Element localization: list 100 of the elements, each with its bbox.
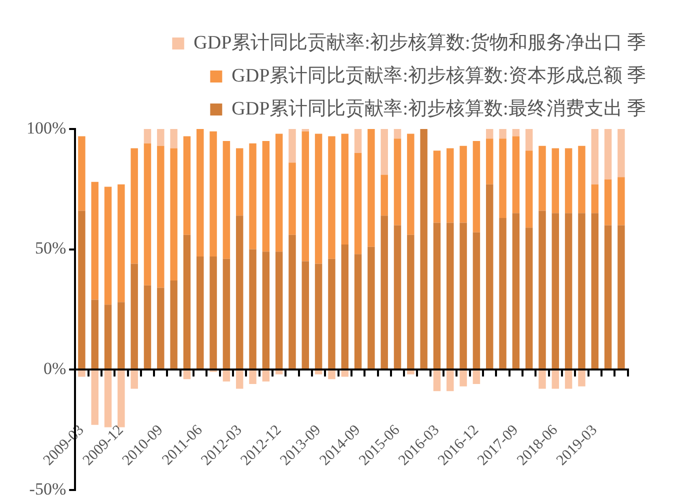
bar <box>486 138 494 184</box>
bar <box>170 129 178 148</box>
bar <box>236 216 244 369</box>
bar <box>604 180 612 226</box>
bar <box>394 225 402 369</box>
bar <box>196 256 204 369</box>
bar <box>591 213 598 369</box>
bar <box>262 370 270 382</box>
bar <box>486 184 494 369</box>
bar <box>130 264 138 369</box>
bar <box>157 129 164 146</box>
bar <box>196 129 204 256</box>
bar <box>341 134 348 244</box>
bar <box>130 148 138 264</box>
bar <box>314 134 322 264</box>
bar <box>446 148 454 223</box>
bar <box>499 218 506 369</box>
bar <box>407 134 414 235</box>
bar <box>552 148 560 214</box>
bar <box>249 143 256 250</box>
bar <box>460 146 467 223</box>
bar <box>262 252 270 369</box>
bar <box>144 285 152 369</box>
bar <box>368 129 375 247</box>
bar <box>275 370 283 374</box>
bar <box>499 138 506 218</box>
bar <box>499 129 506 139</box>
bar <box>604 225 612 369</box>
bar <box>354 129 362 154</box>
bar <box>236 148 244 216</box>
bar <box>91 370 98 425</box>
bar <box>604 129 612 180</box>
bar <box>341 370 348 377</box>
bar <box>104 304 112 369</box>
bar <box>222 370 230 382</box>
bar <box>314 370 322 374</box>
bar <box>341 244 348 369</box>
bar <box>512 129 520 136</box>
bar <box>275 252 283 369</box>
bar <box>433 150 441 223</box>
bar <box>460 222 467 369</box>
bar <box>302 131 310 262</box>
bar <box>512 136 520 214</box>
y-tick-label: -50% <box>29 479 66 498</box>
bar <box>380 216 388 369</box>
legend-label: GDP累计同比贡献率:初步核算数:货物和服务净出口 季 <box>194 31 646 54</box>
bar <box>368 246 375 369</box>
bar <box>618 177 625 226</box>
bar <box>78 136 86 211</box>
bar <box>420 129 428 369</box>
bar <box>210 256 217 369</box>
bar <box>552 370 560 389</box>
bar <box>104 186 112 305</box>
bar <box>78 210 86 369</box>
bar <box>130 370 138 389</box>
bar <box>328 370 336 380</box>
bar <box>446 222 454 369</box>
bar <box>222 258 230 369</box>
bar <box>222 141 230 259</box>
bar <box>302 261 310 369</box>
bar <box>157 146 164 288</box>
y-tick-label: 0% <box>43 359 66 378</box>
bar <box>591 184 598 214</box>
bar <box>394 138 402 226</box>
bar <box>578 370 586 386</box>
bar <box>486 129 494 139</box>
bar <box>578 146 586 214</box>
bar <box>407 370 414 374</box>
y-tick-label: 50% <box>34 238 66 258</box>
bar <box>288 162 296 235</box>
legend-label: GDP累计同比贡献率:初步核算数:资本形成总额 季 <box>232 64 646 86</box>
bar <box>538 210 546 369</box>
bar <box>91 300 98 369</box>
bar <box>262 141 270 252</box>
bar <box>275 134 283 252</box>
bar <box>157 288 164 369</box>
bar <box>538 146 546 211</box>
bar <box>578 213 586 369</box>
bar <box>210 131 217 256</box>
bar <box>249 370 256 384</box>
bar <box>183 370 191 380</box>
bar <box>236 370 244 389</box>
bar <box>525 129 533 151</box>
bar <box>591 129 598 184</box>
bar <box>170 280 178 369</box>
bar <box>433 222 441 369</box>
bar <box>460 370 467 386</box>
bar <box>183 136 191 235</box>
bar <box>118 302 125 369</box>
bar <box>564 213 572 369</box>
bar <box>538 370 546 389</box>
bar <box>104 370 112 428</box>
bar <box>118 370 125 428</box>
bar <box>328 136 336 259</box>
bar <box>394 129 402 139</box>
bar <box>380 129 388 175</box>
bar <box>525 150 533 228</box>
bar <box>249 249 256 369</box>
bar <box>170 148 178 281</box>
bar <box>564 148 572 214</box>
